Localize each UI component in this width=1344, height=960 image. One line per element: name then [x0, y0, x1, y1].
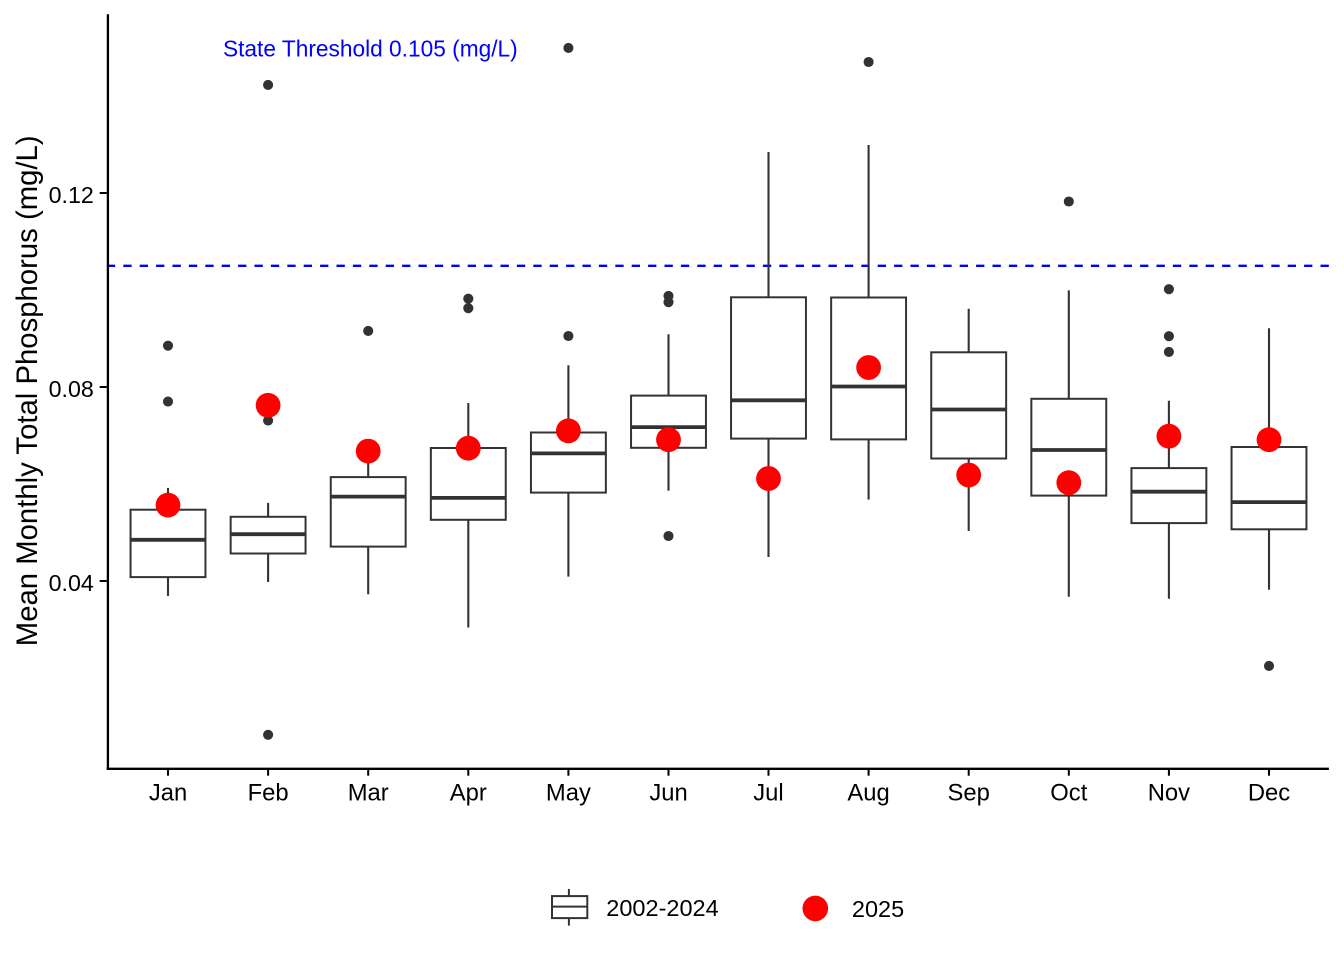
svg-text:Jun: Jun: [649, 780, 687, 807]
svg-text:State Threshold 0.105 (mg/L): State Threshold 0.105 (mg/L): [223, 35, 518, 61]
svg-text:May: May: [546, 780, 591, 807]
svg-text:Aug: Aug: [847, 780, 889, 807]
svg-text:2025: 2025: [852, 896, 904, 922]
svg-text:Nov: Nov: [1148, 780, 1190, 807]
svg-text:Oct: Oct: [1050, 780, 1087, 807]
svg-text:2002-2024: 2002-2024: [606, 895, 718, 921]
svg-text:Feb: Feb: [248, 780, 289, 807]
svg-text:0.12: 0.12: [49, 182, 94, 208]
svg-text:Mean Monthly Total Phosphorus: Mean Monthly Total Phosphorus (mg/L): [11, 135, 44, 646]
svg-text:Sep: Sep: [948, 780, 990, 807]
svg-text:Jul: Jul: [753, 780, 783, 807]
svg-text:Apr: Apr: [450, 780, 487, 807]
svg-text:Jan: Jan: [149, 780, 187, 807]
svg-text:Mar: Mar: [348, 780, 389, 807]
svg-text:Dec: Dec: [1248, 780, 1290, 807]
svg-text:0.04: 0.04: [49, 570, 94, 596]
svg-text:0.08: 0.08: [49, 376, 94, 402]
